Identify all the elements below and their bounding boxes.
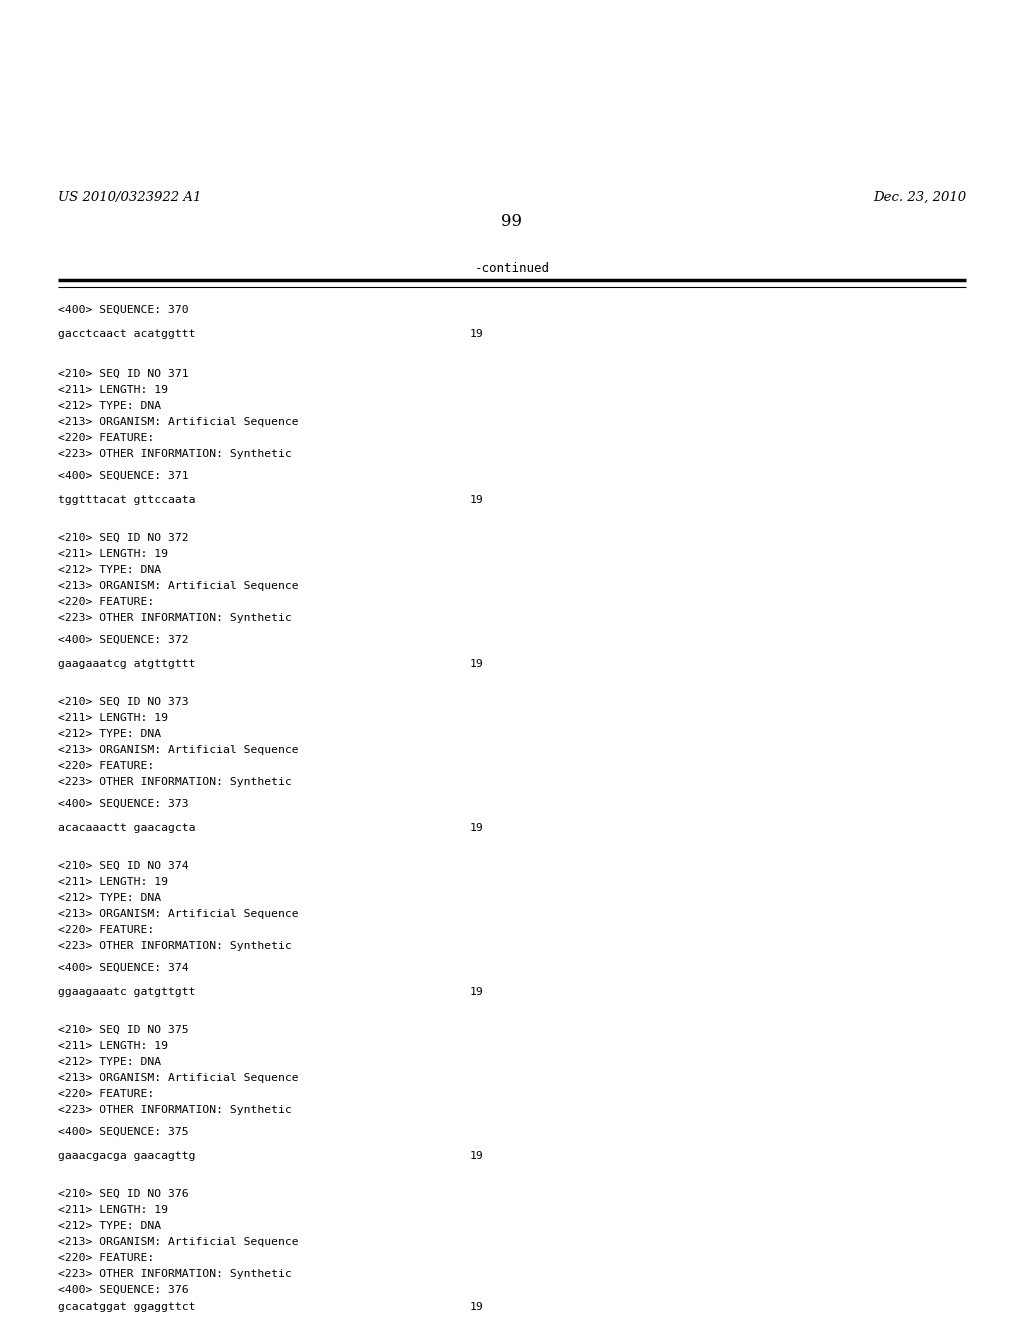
Text: gacctcaact acatggttt: gacctcaact acatggttt — [58, 329, 196, 339]
Text: <220> FEATURE:: <220> FEATURE: — [58, 762, 155, 771]
Text: Dec. 23, 2010: Dec. 23, 2010 — [872, 190, 966, 203]
Text: 19: 19 — [470, 1151, 483, 1162]
Text: <212> TYPE: DNA: <212> TYPE: DNA — [58, 1057, 161, 1067]
Text: <213> ORGANISM: Artificial Sequence: <213> ORGANISM: Artificial Sequence — [58, 1237, 299, 1247]
Text: <210> SEQ ID NO 376: <210> SEQ ID NO 376 — [58, 1189, 188, 1199]
Text: <400> SEQUENCE: 370: <400> SEQUENCE: 370 — [58, 305, 188, 315]
Text: tggtttacat gttccaata: tggtttacat gttccaata — [58, 495, 196, 506]
Text: <211> LENGTH: 19: <211> LENGTH: 19 — [58, 385, 168, 395]
Text: <210> SEQ ID NO 372: <210> SEQ ID NO 372 — [58, 533, 188, 543]
Text: <223> OTHER INFORMATION: Synthetic: <223> OTHER INFORMATION: Synthetic — [58, 1269, 292, 1279]
Text: <220> FEATURE:: <220> FEATURE: — [58, 925, 155, 935]
Text: 19: 19 — [470, 329, 483, 339]
Text: <210> SEQ ID NO 374: <210> SEQ ID NO 374 — [58, 861, 188, 871]
Text: <213> ORGANISM: Artificial Sequence: <213> ORGANISM: Artificial Sequence — [58, 581, 299, 591]
Text: <212> TYPE: DNA: <212> TYPE: DNA — [58, 1221, 161, 1232]
Text: <400> SEQUENCE: 373: <400> SEQUENCE: 373 — [58, 799, 188, 809]
Text: <400> SEQUENCE: 374: <400> SEQUENCE: 374 — [58, 964, 188, 973]
Text: <211> LENGTH: 19: <211> LENGTH: 19 — [58, 713, 168, 723]
Text: US 2010/0323922 A1: US 2010/0323922 A1 — [58, 190, 202, 203]
Text: <212> TYPE: DNA: <212> TYPE: DNA — [58, 894, 161, 903]
Text: <220> FEATURE:: <220> FEATURE: — [58, 597, 155, 607]
Text: <223> OTHER INFORMATION: Synthetic: <223> OTHER INFORMATION: Synthetic — [58, 777, 292, 787]
Text: acacaaactt gaacagcta: acacaaactt gaacagcta — [58, 822, 196, 833]
Text: gaaacgacga gaacagttg: gaaacgacga gaacagttg — [58, 1151, 196, 1162]
Text: <210> SEQ ID NO 375: <210> SEQ ID NO 375 — [58, 1026, 188, 1035]
Text: <212> TYPE: DNA: <212> TYPE: DNA — [58, 565, 161, 576]
Text: -continued: -continued — [474, 261, 550, 275]
Text: <211> LENGTH: 19: <211> LENGTH: 19 — [58, 1041, 168, 1051]
Text: <400> SEQUENCE: 371: <400> SEQUENCE: 371 — [58, 471, 188, 480]
Text: <400> SEQUENCE: 375: <400> SEQUENCE: 375 — [58, 1127, 188, 1137]
Text: 19: 19 — [470, 1302, 483, 1312]
Text: ggaagaaatc gatgttgtt: ggaagaaatc gatgttgtt — [58, 987, 196, 997]
Text: <211> LENGTH: 19: <211> LENGTH: 19 — [58, 1205, 168, 1214]
Text: <212> TYPE: DNA: <212> TYPE: DNA — [58, 401, 161, 411]
Text: <213> ORGANISM: Artificial Sequence: <213> ORGANISM: Artificial Sequence — [58, 744, 299, 755]
Text: <211> LENGTH: 19: <211> LENGTH: 19 — [58, 876, 168, 887]
Text: <213> ORGANISM: Artificial Sequence: <213> ORGANISM: Artificial Sequence — [58, 1073, 299, 1082]
Text: 19: 19 — [470, 822, 483, 833]
Text: gcacatggat ggaggttct: gcacatggat ggaggttct — [58, 1302, 196, 1312]
Text: <400> SEQUENCE: 372: <400> SEQUENCE: 372 — [58, 635, 188, 645]
Text: <210> SEQ ID NO 371: <210> SEQ ID NO 371 — [58, 370, 188, 379]
Text: <223> OTHER INFORMATION: Synthetic: <223> OTHER INFORMATION: Synthetic — [58, 612, 292, 623]
Text: <220> FEATURE:: <220> FEATURE: — [58, 1253, 155, 1263]
Text: <210> SEQ ID NO 373: <210> SEQ ID NO 373 — [58, 697, 188, 708]
Text: 19: 19 — [470, 659, 483, 669]
Text: <213> ORGANISM: Artificial Sequence: <213> ORGANISM: Artificial Sequence — [58, 417, 299, 426]
Text: <220> FEATURE:: <220> FEATURE: — [58, 1089, 155, 1100]
Text: <213> ORGANISM: Artificial Sequence: <213> ORGANISM: Artificial Sequence — [58, 909, 299, 919]
Text: gaagaaatcg atgttgttt: gaagaaatcg atgttgttt — [58, 659, 196, 669]
Text: <220> FEATURE:: <220> FEATURE: — [58, 433, 155, 444]
Text: 19: 19 — [470, 495, 483, 506]
Text: 99: 99 — [502, 214, 522, 231]
Text: <223> OTHER INFORMATION: Synthetic: <223> OTHER INFORMATION: Synthetic — [58, 941, 292, 950]
Text: 19: 19 — [470, 987, 483, 997]
Text: <223> OTHER INFORMATION: Synthetic: <223> OTHER INFORMATION: Synthetic — [58, 1105, 292, 1115]
Text: <400> SEQUENCE: 376: <400> SEQUENCE: 376 — [58, 1284, 188, 1295]
Text: <223> OTHER INFORMATION: Synthetic: <223> OTHER INFORMATION: Synthetic — [58, 449, 292, 459]
Text: <211> LENGTH: 19: <211> LENGTH: 19 — [58, 549, 168, 558]
Text: <212> TYPE: DNA: <212> TYPE: DNA — [58, 729, 161, 739]
